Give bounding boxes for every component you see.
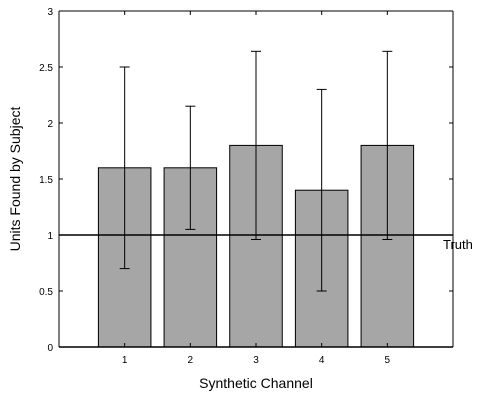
x-tick-label-4: 4 — [319, 355, 325, 366]
axes-layer — [58, 10, 454, 348]
y-tick-label-5: 2.5 — [39, 63, 53, 74]
x-tick-label-1: 1 — [122, 355, 128, 366]
y-axis-title: Units Found by Subject — [7, 107, 23, 252]
error-bar-2 — [185, 105, 196, 230]
error-bar-5 — [382, 50, 393, 240]
x-axis-title: Synthetic Channel — [199, 375, 313, 391]
x-tick-label-3: 3 — [253, 355, 259, 366]
y-tick-label-6: 3 — [47, 7, 53, 18]
error-bar-4 — [316, 88, 327, 292]
y-tick-label-2: 1 — [47, 231, 53, 242]
x-tick-label-5: 5 — [385, 355, 391, 366]
truth-label: Truth — [443, 237, 473, 252]
labels-layer: 1 2 3 4 5 Truth 0 0.5 1 1.5 2 2.5 3 Synthetic Channel… — [7, 7, 473, 391]
error-bar-3 — [251, 50, 261, 240]
y-tick-label-4: 2 — [47, 119, 53, 130]
y-tick-label-0: 0 — [47, 343, 53, 354]
x-tick-label-2: 2 — [188, 355, 194, 366]
y-tick-label-3: 1.5 — [39, 175, 53, 186]
y-tick-label-1: 0.5 — [39, 287, 53, 298]
